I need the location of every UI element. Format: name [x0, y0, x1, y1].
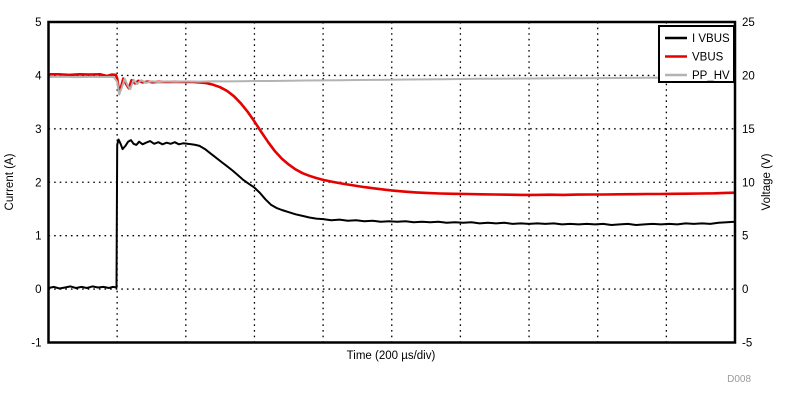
x-axis-title: Time (200 µs/div) [347, 350, 436, 362]
series-layer [48, 73, 736, 290]
left-tick-label: 1 [35, 231, 41, 243]
legend-label-pp_hv: PP_HV [692, 70, 730, 82]
left-tick-label: 2 [35, 177, 41, 189]
right-tick-label: 0 [742, 284, 748, 296]
left-tick-label: 5 [35, 17, 41, 29]
right-tick-label: -5 [742, 338, 752, 350]
legend-box [658, 25, 735, 83]
trace-pp_hv [48, 75, 736, 96]
left-tick-label: 0 [35, 284, 41, 296]
left-tick-label: 3 [35, 124, 41, 136]
figure-note: D008 [727, 374, 751, 385]
left-axis-title: Current (A) [4, 153, 16, 210]
grid-layer [48, 22, 735, 343]
right-axis-title: Voltage (V) [761, 153, 773, 210]
legend-label-vbus: VBUS [692, 52, 724, 64]
right-tick-label: 25 [742, 17, 755, 29]
legend: I VBUS VBUS PP_HV [658, 25, 735, 83]
plot-frame [47, 20, 737, 344]
right-tick-label: 10 [742, 177, 755, 189]
left-tick-label: 4 [35, 70, 42, 82]
legend-label-i-vbus: I VBUS [692, 33, 730, 45]
right-tick-label: 15 [742, 124, 755, 136]
left-tick-label: -1 [31, 338, 41, 350]
trace-i-vbus [48, 138, 736, 290]
right-tick-label: 5 [742, 231, 748, 243]
right-tick-label: 20 [742, 70, 755, 82]
